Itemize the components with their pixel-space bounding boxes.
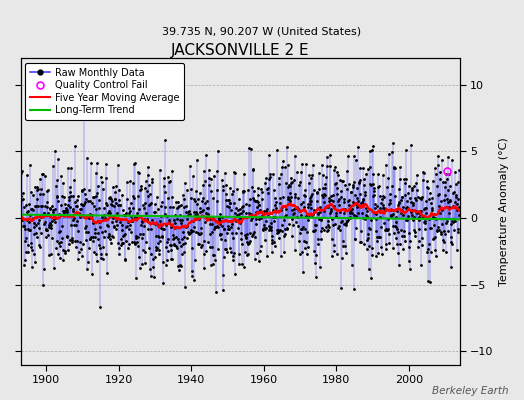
Text: 39.735 N, 90.207 W (United States): 39.735 N, 90.207 W (United States) <box>162 26 362 36</box>
Y-axis label: Temperature Anomaly (°C): Temperature Anomaly (°C) <box>499 137 509 286</box>
Title: JACKSONVILLE 2 E: JACKSONVILLE 2 E <box>171 43 309 58</box>
Legend: Raw Monthly Data, Quality Control Fail, Five Year Moving Average, Long-Term Tren: Raw Monthly Data, Quality Control Fail, … <box>26 63 184 120</box>
Text: Berkeley Earth: Berkeley Earth <box>432 386 508 396</box>
